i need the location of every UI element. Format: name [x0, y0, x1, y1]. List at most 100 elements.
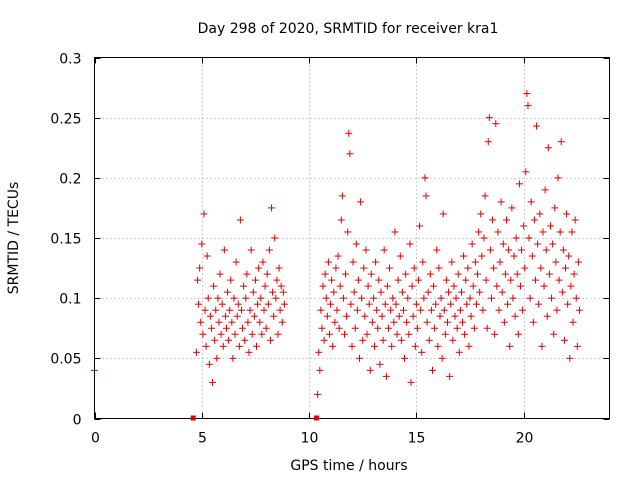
- data-point: [235, 342, 243, 350]
- data-point: [499, 240, 507, 248]
- data-point: [447, 300, 455, 308]
- data-point: [333, 306, 341, 314]
- data-point: [317, 306, 325, 314]
- data-point: [487, 294, 495, 302]
- data-point: [573, 342, 581, 350]
- data-point: [249, 288, 257, 296]
- data-point: [390, 318, 398, 326]
- data-point: [405, 330, 413, 338]
- data-point: [350, 288, 358, 296]
- data-point: [233, 312, 241, 320]
- data-point: [467, 312, 475, 320]
- data-point: [216, 270, 224, 278]
- data-point: [332, 264, 340, 272]
- data-point: [229, 354, 237, 362]
- data-point: [550, 330, 558, 338]
- data-point: [563, 210, 571, 218]
- data-point: [569, 318, 577, 326]
- data-point: [379, 336, 387, 344]
- data-point: [531, 276, 539, 284]
- data-point: [425, 336, 433, 344]
- data-point: [254, 300, 262, 308]
- data-point: [402, 270, 410, 278]
- data-point: [460, 252, 468, 260]
- data-point: [360, 264, 368, 272]
- data-point: [386, 264, 394, 272]
- data-point: [537, 264, 545, 272]
- data-point: [516, 282, 524, 290]
- data-point: [228, 318, 236, 326]
- data-point: [431, 324, 439, 332]
- data-point: [266, 336, 274, 344]
- data-point: [440, 306, 448, 314]
- data-point: [515, 180, 523, 188]
- data-point: [328, 276, 336, 284]
- data-point: [424, 288, 432, 296]
- data-point: [232, 258, 240, 266]
- data-point: [371, 342, 379, 350]
- data-point: [327, 300, 335, 308]
- data-point: [536, 210, 544, 218]
- data-point: [410, 264, 418, 272]
- y-tick-label: 0.1: [59, 292, 81, 308]
- data-point: [525, 234, 533, 242]
- data-point: [339, 294, 347, 302]
- x-axis-label: GPS time / hours: [290, 458, 407, 474]
- data-point: [503, 216, 510, 224]
- data-point: [509, 294, 517, 302]
- data-point: [486, 246, 494, 254]
- data-point: [574, 258, 582, 266]
- data-point: [542, 246, 550, 254]
- data-point: [401, 354, 409, 362]
- data-point: [566, 354, 574, 362]
- data-point: [320, 336, 328, 344]
- data-point: [335, 324, 343, 332]
- data-point: [430, 282, 438, 290]
- data-point: [343, 312, 351, 320]
- data-point: [391, 228, 399, 236]
- data-point: [351, 324, 359, 332]
- data-point: [437, 294, 445, 302]
- data-point: [278, 318, 286, 326]
- data-point: [197, 318, 205, 326]
- data-point: [528, 252, 536, 260]
- data-point: [571, 216, 579, 224]
- data-point: [454, 270, 462, 278]
- data-point: [466, 294, 474, 302]
- data-point: [522, 168, 530, 176]
- grid-lines: [94, 57, 610, 419]
- data-point: [349, 258, 357, 266]
- data-point: [277, 282, 285, 290]
- data-point: [504, 300, 512, 308]
- data-point: [484, 138, 492, 146]
- data-point: [261, 282, 269, 290]
- data-point: [262, 324, 270, 332]
- data-point: [435, 264, 443, 272]
- data-point: [415, 276, 423, 284]
- x-tick-label: 15: [408, 431, 426, 447]
- data-point: [248, 330, 256, 338]
- data-point: [541, 186, 549, 194]
- data-point: [438, 354, 446, 362]
- data-point: [549, 240, 557, 248]
- data-point: [555, 276, 563, 284]
- data-point: [478, 252, 486, 260]
- data-point: [242, 294, 250, 302]
- data-point: [357, 198, 365, 206]
- data-point: [219, 342, 227, 350]
- data-point: [374, 324, 382, 332]
- data-point: [356, 354, 364, 362]
- data-point: [255, 264, 263, 272]
- x-tick-label: 10: [301, 431, 319, 447]
- data-point: [244, 318, 252, 326]
- data-point: [477, 210, 485, 218]
- data-point: [443, 318, 451, 326]
- data-point: [273, 276, 281, 284]
- data-point: [519, 306, 527, 314]
- data-point: [560, 336, 568, 344]
- data-point: [423, 318, 431, 326]
- data-point: [366, 366, 374, 374]
- data-point: [564, 300, 572, 308]
- data-point: [342, 270, 350, 278]
- data-point: [527, 198, 535, 206]
